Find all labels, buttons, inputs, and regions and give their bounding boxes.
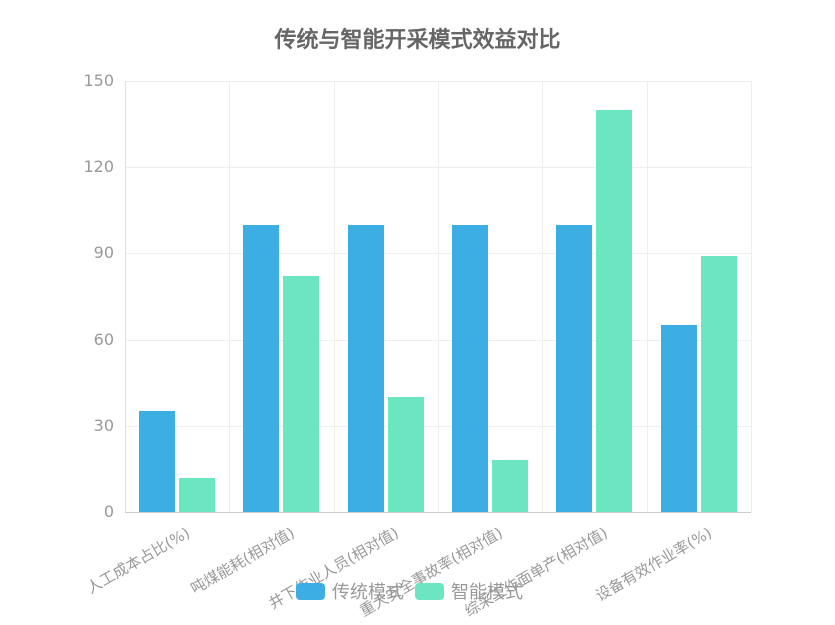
legend-swatch-traditional bbox=[296, 582, 325, 600]
legend-label-traditional: 传统模式 bbox=[332, 582, 404, 603]
legend-item-smart[interactable]: 智能模式 bbox=[415, 578, 523, 604]
grid-line-vertical bbox=[542, 81, 544, 512]
bar-smart[interactable] bbox=[700, 256, 737, 512]
x-tick-label: 人工成本占比(%) bbox=[83, 523, 194, 598]
y-tick-label: 60 bbox=[93, 329, 114, 349]
y-axis-line bbox=[125, 81, 126, 512]
bar-smart[interactable] bbox=[387, 397, 424, 512]
legend-item-traditional[interactable]: 传统模式 bbox=[296, 578, 404, 604]
legend-label-smart: 智能模式 bbox=[451, 582, 523, 603]
y-tick-label: 90 bbox=[93, 243, 114, 263]
bar-smart[interactable] bbox=[596, 109, 633, 512]
grid-line-vertical bbox=[646, 81, 648, 512]
y-tick-label: 120 bbox=[83, 157, 114, 177]
grid-line-vertical bbox=[333, 81, 335, 512]
bar-smart[interactable] bbox=[492, 460, 528, 512]
y-tick-label: 150 bbox=[83, 71, 114, 90]
x-tick-label: 设备有效作业率(%) bbox=[592, 523, 715, 605]
grid-line-vertical bbox=[438, 81, 439, 512]
legend: 传统模式 智能模式 bbox=[296, 578, 534, 604]
bar-smart[interactable] bbox=[283, 276, 320, 512]
bar-traditional[interactable] bbox=[347, 224, 384, 512]
bar-traditional[interactable] bbox=[452, 224, 488, 512]
x-axis-line bbox=[125, 512, 751, 513]
grid-line-vertical bbox=[751, 81, 752, 512]
grid-line-vertical bbox=[229, 81, 231, 512]
bar-traditional[interactable] bbox=[243, 224, 280, 512]
bar-traditional[interactable] bbox=[660, 325, 697, 512]
bar-traditional[interactable] bbox=[139, 411, 175, 512]
y-tick-label: 30 bbox=[93, 415, 114, 435]
bar-smart[interactable] bbox=[179, 477, 215, 512]
chart-title: 传统与智能开采模式效益对比 bbox=[274, 28, 561, 53]
bar-traditional[interactable] bbox=[556, 224, 593, 512]
y-tick-label: 0 bbox=[103, 502, 114, 521]
legend-swatch-smart bbox=[415, 582, 444, 600]
